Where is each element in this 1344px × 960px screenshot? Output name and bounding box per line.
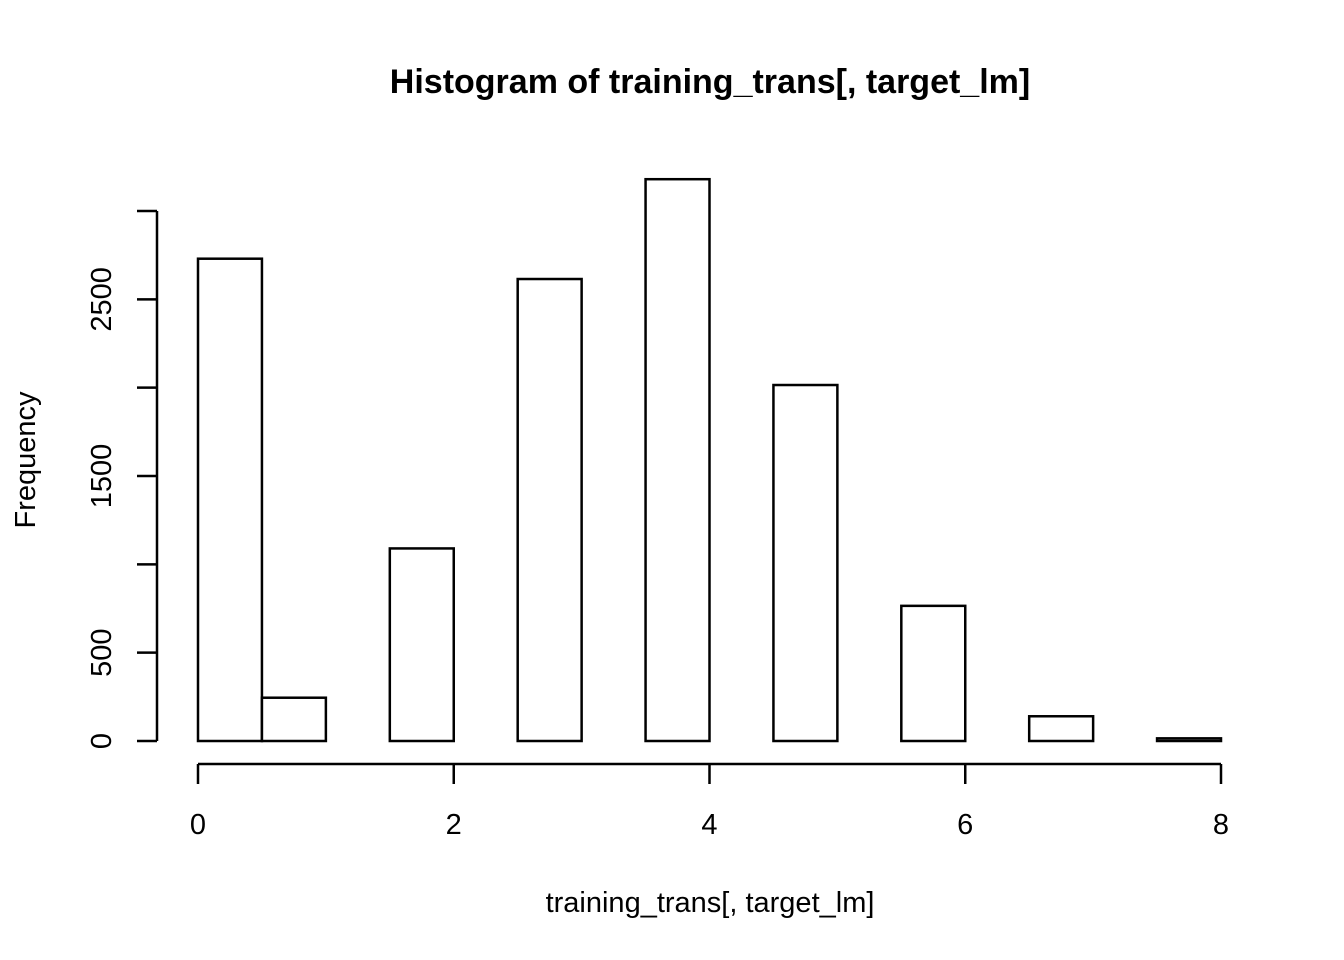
histogram-bar-3 (388, 547, 455, 743)
x-tick-label-1: 2 (446, 809, 462, 841)
y-axis: 0 500 1500 2500 (86, 209, 159, 749)
histogram-bars (196, 177, 1223, 743)
histogram-bar-1 (260, 696, 328, 743)
y-tick-label-5: 2500 (86, 267, 118, 332)
x-axis-label: training_trans[, target_lm] (546, 887, 875, 919)
y-tick-label-0: 0 (86, 733, 118, 749)
histogram-bar-9 (772, 383, 839, 743)
x-tick-label-2: 4 (701, 809, 717, 841)
x-tick-label-4: 8 (1213, 809, 1229, 841)
histogram-bar-0 (196, 257, 264, 743)
histogram-bar-5 (516, 277, 583, 743)
x-tick-label-0: 0 (190, 809, 206, 841)
histogram-bar-15 (1155, 737, 1223, 743)
y-tick-label-1: 500 (86, 628, 118, 676)
histogram-bar-11 (900, 604, 967, 743)
histogram-bar-7 (644, 177, 711, 743)
x-tick-label-3: 6 (957, 809, 973, 841)
y-axis-label: Frequency (10, 391, 42, 529)
chart-title: Histogram of training_trans[, target_lm] (390, 63, 1030, 101)
y-tick-label-3: 1500 (86, 444, 118, 509)
histogram-bar-13 (1027, 715, 1095, 743)
x-axis: 0 2 4 6 8 (190, 762, 1229, 841)
